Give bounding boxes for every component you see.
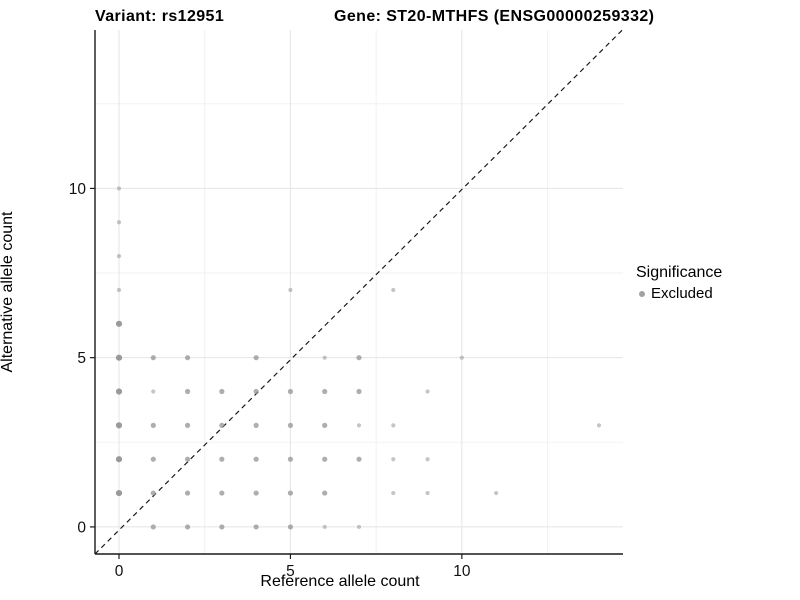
scatter-point — [459, 355, 464, 360]
scatter-point — [116, 220, 122, 225]
scatter-point — [391, 423, 396, 428]
scatter-point — [288, 287, 293, 293]
scatter-point — [322, 490, 328, 496]
scatter-point — [322, 456, 328, 462]
x-axis-title: Reference allele count — [260, 573, 420, 590]
scatter-point — [115, 354, 123, 361]
y-axis-title: Alternative allele count — [0, 211, 16, 373]
scatter-point — [184, 490, 191, 496]
scatter-point — [150, 524, 156, 530]
scatter-point — [115, 422, 123, 429]
plot-title-variant: Variant: rs12951 — [95, 8, 225, 25]
scatter-point — [115, 489, 123, 497]
scatter-point — [219, 490, 225, 496]
scatter-point — [116, 254, 122, 259]
identity-dashed-line — [94, 28, 624, 555]
scatter-point — [219, 456, 225, 462]
scatter-point — [391, 490, 396, 496]
scatter-point — [287, 456, 294, 462]
scatter-point — [425, 389, 430, 394]
scatter-point — [253, 524, 259, 530]
scatter-point — [116, 287, 122, 293]
scatter-point — [150, 490, 156, 496]
scatter-point — [391, 287, 396, 293]
scatter-point — [253, 388, 259, 395]
scatter-point — [356, 388, 362, 395]
x-tick-label: 10 — [453, 563, 471, 580]
scatter-point — [184, 388, 191, 395]
scatter-point — [184, 456, 191, 462]
scatter-point — [253, 490, 259, 496]
scatter-point — [287, 524, 294, 530]
scatter-point — [287, 422, 294, 428]
scatter-point — [219, 422, 225, 428]
legend-item-label: Excluded — [651, 285, 713, 302]
scatter-point — [115, 456, 123, 463]
scatter-point — [322, 388, 328, 395]
scatter-point — [425, 490, 430, 496]
scatter-point — [184, 524, 191, 530]
plot-title-gene: Gene: ST20-MTHFS (ENSG00000259332) — [334, 8, 655, 25]
scatter-point — [253, 456, 259, 462]
scatter-point — [494, 490, 499, 496]
scatter-point — [356, 355, 362, 361]
scatter-point — [115, 388, 123, 395]
scatter-point — [356, 456, 362, 462]
y-tick-label: 10 — [69, 181, 87, 198]
scatter-point — [116, 186, 122, 191]
legend-title: Significance — [636, 264, 723, 281]
scatter-point — [356, 423, 362, 428]
scatter-point — [287, 388, 294, 395]
scatter-point — [322, 422, 328, 428]
scatter-point — [425, 457, 430, 462]
legend: Significance Excluded — [636, 264, 722, 302]
scatter-point — [150, 456, 156, 462]
legend-dot-icon — [639, 290, 645, 297]
scatter-point — [115, 320, 123, 327]
scatter-point — [184, 355, 191, 361]
scatter-point — [391, 457, 396, 462]
scatter-point — [151, 389, 156, 394]
scatter-point — [253, 422, 259, 428]
scatter-point — [150, 355, 156, 361]
y-tick-label: 5 — [77, 350, 86, 367]
scatter-point — [253, 355, 259, 361]
y-tick-label: 0 — [77, 519, 86, 536]
scatter-point — [322, 355, 327, 360]
scatter-point — [287, 490, 294, 496]
scatter-point — [150, 422, 156, 428]
legend-item-excluded: Excluded — [636, 285, 722, 302]
scatter-point — [219, 524, 225, 530]
x-tick-label: 0 — [115, 563, 124, 580]
scatter-point — [596, 423, 602, 428]
x-tick-label: 5 — [286, 563, 295, 580]
scatter-point — [219, 388, 225, 395]
scatter-point — [356, 524, 362, 530]
scatter-point — [322, 524, 327, 530]
scatter-point — [184, 422, 191, 428]
